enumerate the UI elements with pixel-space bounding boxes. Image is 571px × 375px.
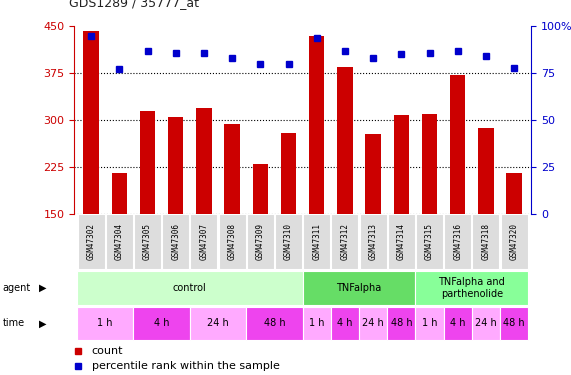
- Bar: [134, 214, 161, 269]
- Bar: [444, 214, 471, 269]
- Bar: [388, 214, 415, 269]
- Text: 48 h: 48 h: [264, 318, 286, 328]
- Bar: [168, 117, 183, 214]
- Text: 4 h: 4 h: [154, 318, 170, 328]
- Bar: [246, 307, 303, 340]
- Text: ▶: ▶: [39, 283, 46, 293]
- Bar: [106, 214, 133, 269]
- Text: 4 h: 4 h: [337, 318, 353, 328]
- Bar: [387, 307, 416, 340]
- Text: GSM47310: GSM47310: [284, 224, 293, 260]
- Bar: [416, 271, 528, 304]
- Bar: [416, 214, 443, 269]
- Bar: [83, 31, 99, 214]
- Text: GSM47315: GSM47315: [425, 224, 434, 260]
- Bar: [77, 307, 134, 340]
- Text: 48 h: 48 h: [391, 318, 412, 328]
- Text: 48 h: 48 h: [503, 318, 525, 328]
- Bar: [500, 307, 528, 340]
- Bar: [190, 214, 218, 269]
- Text: GDS1289 / 35777_at: GDS1289 / 35777_at: [69, 0, 199, 9]
- Text: 1 h: 1 h: [422, 318, 437, 328]
- Text: GSM47312: GSM47312: [340, 224, 349, 260]
- Text: GSM47304: GSM47304: [115, 224, 124, 260]
- Text: agent: agent: [3, 283, 31, 293]
- Bar: [309, 36, 324, 214]
- Bar: [337, 67, 353, 214]
- Bar: [472, 307, 500, 340]
- Text: GSM47311: GSM47311: [312, 224, 321, 260]
- Text: GSM47302: GSM47302: [87, 224, 96, 260]
- Bar: [360, 214, 387, 269]
- Text: control: control: [173, 283, 207, 293]
- Text: GSM47309: GSM47309: [256, 224, 265, 260]
- Bar: [247, 214, 274, 269]
- Bar: [275, 214, 302, 269]
- Text: GSM47306: GSM47306: [171, 224, 180, 260]
- Text: 24 h: 24 h: [475, 318, 497, 328]
- Bar: [478, 128, 494, 214]
- Bar: [331, 307, 359, 340]
- Text: 4 h: 4 h: [450, 318, 465, 328]
- Bar: [134, 307, 190, 340]
- Bar: [331, 214, 359, 269]
- Bar: [162, 214, 189, 269]
- Text: GSM47318: GSM47318: [481, 224, 490, 260]
- Text: 24 h: 24 h: [362, 318, 384, 328]
- Text: 1 h: 1 h: [309, 318, 324, 328]
- Bar: [196, 108, 212, 214]
- Text: GSM47314: GSM47314: [397, 224, 406, 260]
- Bar: [252, 164, 268, 214]
- Bar: [444, 307, 472, 340]
- Bar: [422, 114, 437, 214]
- Bar: [359, 307, 387, 340]
- Text: time: time: [3, 318, 25, 328]
- Bar: [393, 115, 409, 214]
- Text: GSM47313: GSM47313: [369, 224, 377, 260]
- Bar: [501, 214, 528, 269]
- Text: GSM47305: GSM47305: [143, 224, 152, 260]
- Bar: [224, 124, 240, 214]
- Text: ▶: ▶: [39, 318, 46, 328]
- Bar: [219, 214, 246, 269]
- Text: TNFalpha: TNFalpha: [336, 283, 381, 293]
- Text: 24 h: 24 h: [207, 318, 229, 328]
- Bar: [190, 307, 246, 340]
- Text: percentile rank within the sample: percentile rank within the sample: [92, 360, 280, 370]
- Bar: [77, 271, 303, 304]
- Bar: [472, 214, 500, 269]
- Bar: [78, 214, 104, 269]
- Bar: [365, 134, 381, 214]
- Bar: [506, 173, 522, 214]
- Bar: [140, 111, 155, 214]
- Bar: [450, 75, 465, 214]
- Text: GSM47307: GSM47307: [199, 224, 208, 260]
- Text: TNFalpha and
parthenolide: TNFalpha and parthenolide: [439, 277, 505, 298]
- Text: 1 h: 1 h: [98, 318, 113, 328]
- Bar: [303, 271, 416, 304]
- Bar: [303, 307, 331, 340]
- Bar: [303, 214, 330, 269]
- Bar: [111, 173, 127, 214]
- Text: count: count: [92, 346, 123, 356]
- Text: GSM47320: GSM47320: [509, 224, 518, 260]
- Text: GSM47308: GSM47308: [228, 224, 236, 260]
- Text: GSM47316: GSM47316: [453, 224, 462, 260]
- Bar: [281, 132, 296, 214]
- Bar: [416, 307, 444, 340]
